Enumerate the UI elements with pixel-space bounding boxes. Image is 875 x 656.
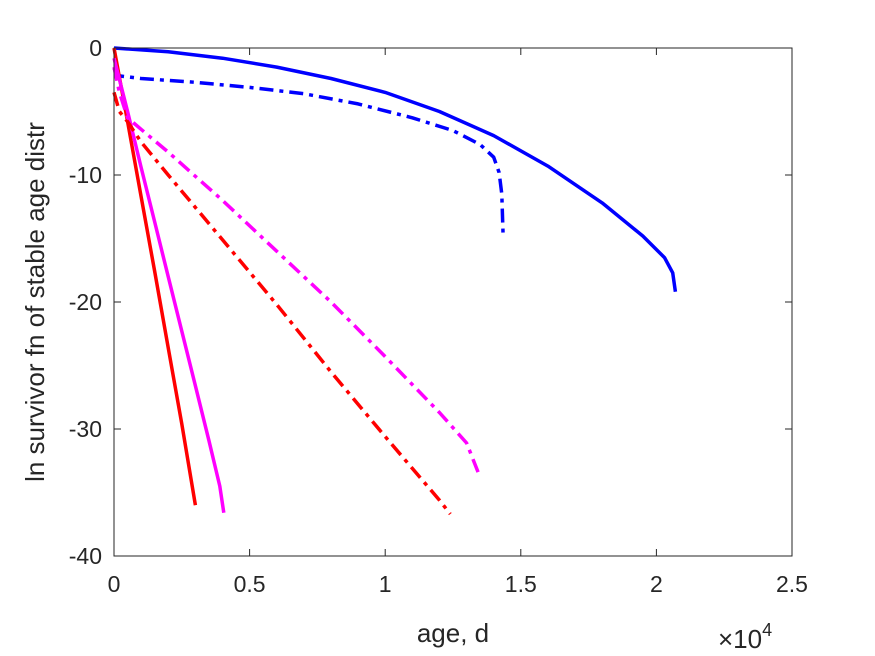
y-tick-label: -30 [69, 416, 102, 442]
series-line-4 [112, 57, 226, 514]
series-line-5 [112, 91, 452, 516]
x-axis-exponent-base: ×10 [718, 624, 762, 654]
series-line-2 [112, 67, 505, 239]
y-tick-label: -20 [69, 289, 102, 315]
x-tick-label: 1.5 [505, 571, 537, 597]
tick-layer: 0 0.5 1 1.5 2 2.5 0 -10 -20 -30 -40 [69, 35, 808, 597]
series-layer [112, 46, 678, 516]
y-axis-label: ln survivor fn of stable age distr [20, 122, 50, 482]
x-axis-exponent-power: 4 [762, 620, 772, 640]
plot-area [114, 48, 792, 556]
series-line-6 [112, 66, 482, 478]
y-tick-label: 0 [89, 35, 102, 61]
x-tick-label: 2.5 [776, 571, 808, 597]
x-axis-exponent-label: ×104 [718, 620, 772, 654]
x-tick-label: 1 [379, 571, 392, 597]
series-line-1 [113, 46, 678, 293]
x-tick-label: 2 [650, 571, 663, 597]
x-axis-label: age, d [417, 618, 489, 648]
y-tick-label: -40 [69, 543, 102, 569]
x-tick-label: 0.5 [234, 571, 266, 597]
x-tick-label: 0 [108, 571, 121, 597]
y-tick-label: -10 [69, 162, 102, 188]
